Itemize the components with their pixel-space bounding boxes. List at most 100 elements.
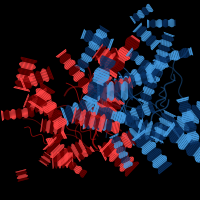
Polygon shape [118,49,131,59]
Polygon shape [138,120,143,129]
Polygon shape [95,120,98,130]
Polygon shape [148,71,151,83]
Polygon shape [169,19,170,27]
Polygon shape [90,81,104,89]
Polygon shape [100,62,112,69]
Polygon shape [102,51,112,65]
Polygon shape [147,20,148,28]
Polygon shape [70,151,72,168]
Polygon shape [89,112,93,127]
Polygon shape [94,113,99,129]
Polygon shape [108,145,118,157]
Polygon shape [21,57,37,62]
Polygon shape [150,101,156,113]
Polygon shape [146,35,155,45]
Polygon shape [41,69,47,82]
Polygon shape [100,139,113,152]
Polygon shape [151,40,161,50]
Polygon shape [173,130,184,143]
Polygon shape [50,144,62,156]
Polygon shape [179,134,191,149]
Polygon shape [147,4,153,12]
Polygon shape [154,20,156,28]
Polygon shape [97,112,110,122]
Polygon shape [58,152,72,166]
Polygon shape [82,171,87,178]
Polygon shape [140,121,145,136]
Polygon shape [198,101,200,115]
Polygon shape [152,132,166,139]
Polygon shape [178,116,189,131]
Polygon shape [138,73,141,86]
Polygon shape [96,75,103,83]
Polygon shape [82,97,97,105]
Polygon shape [96,47,106,61]
Polygon shape [153,125,158,140]
Polygon shape [53,118,66,126]
Polygon shape [60,150,67,163]
Polygon shape [172,19,174,27]
Polygon shape [136,121,148,132]
Polygon shape [137,27,147,37]
Polygon shape [82,53,92,59]
Polygon shape [61,131,66,139]
Polygon shape [77,109,82,125]
Polygon shape [102,88,115,94]
Polygon shape [135,69,141,80]
Polygon shape [17,174,27,177]
Polygon shape [197,103,200,116]
Polygon shape [152,123,158,141]
Polygon shape [106,82,112,89]
Polygon shape [53,119,67,128]
Polygon shape [21,109,23,117]
Polygon shape [142,60,149,69]
Polygon shape [162,55,169,67]
Polygon shape [82,30,86,39]
Polygon shape [86,118,87,128]
Polygon shape [119,79,123,91]
Polygon shape [158,59,163,68]
Polygon shape [44,154,52,159]
Polygon shape [35,99,42,113]
Polygon shape [80,100,88,118]
Polygon shape [95,113,100,130]
Polygon shape [67,64,75,70]
Polygon shape [69,151,71,168]
Polygon shape [60,133,64,139]
Polygon shape [160,56,167,68]
Polygon shape [64,60,74,67]
Polygon shape [40,87,51,95]
Polygon shape [92,107,107,116]
Polygon shape [76,64,85,70]
Polygon shape [99,55,104,64]
Polygon shape [90,112,95,128]
Polygon shape [117,136,126,151]
Polygon shape [89,43,99,50]
Polygon shape [61,153,63,167]
Polygon shape [45,102,51,116]
Polygon shape [163,110,177,117]
Polygon shape [140,10,145,17]
Polygon shape [36,71,42,84]
Polygon shape [187,137,199,142]
Polygon shape [36,99,42,113]
Polygon shape [30,73,37,86]
Polygon shape [184,124,196,129]
Polygon shape [43,119,45,132]
Polygon shape [152,60,165,65]
Polygon shape [16,76,33,81]
Polygon shape [41,70,46,82]
Polygon shape [112,139,121,144]
Polygon shape [104,53,108,62]
Polygon shape [184,121,193,125]
Polygon shape [25,96,29,107]
Polygon shape [42,120,45,131]
Polygon shape [194,105,200,118]
Polygon shape [72,108,77,123]
Polygon shape [89,45,97,50]
Polygon shape [116,80,120,92]
Polygon shape [152,68,163,73]
Polygon shape [121,77,124,89]
Polygon shape [95,119,97,129]
Polygon shape [10,110,12,119]
